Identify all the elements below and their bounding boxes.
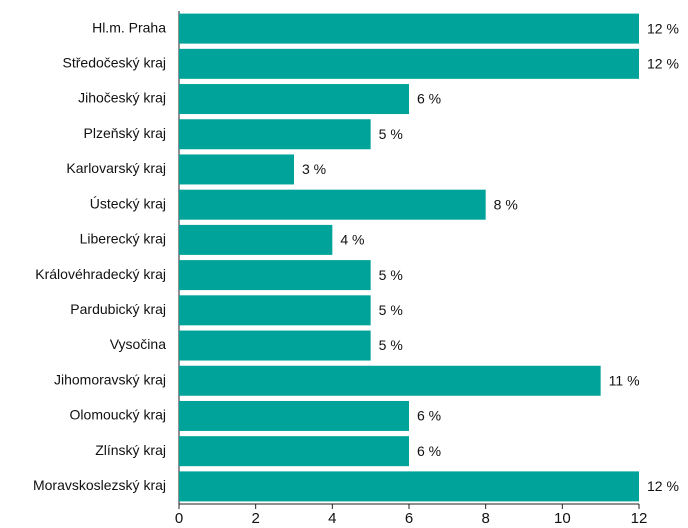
data-label: 4 % — [340, 232, 364, 248]
bar — [179, 471, 639, 502]
data-label: 12 % — [647, 56, 679, 72]
data-label: 6 % — [417, 443, 441, 459]
bar — [179, 436, 409, 467]
y-tick-label: Ústecký kraj — [90, 195, 166, 211]
y-tick-label: Zlínský kraj — [95, 442, 166, 458]
data-label: 12 % — [647, 478, 679, 494]
data-label: 5 % — [379, 267, 403, 283]
bar — [179, 295, 371, 326]
data-label: 8 % — [494, 196, 518, 212]
bar — [179, 48, 639, 79]
data-label: 5 % — [379, 126, 403, 142]
bar — [179, 84, 409, 115]
bar — [179, 189, 486, 220]
x-tick-label: 2 — [251, 510, 259, 527]
x-tick-label: 4 — [328, 510, 336, 527]
y-tick-label: Středočeský kraj — [63, 55, 166, 71]
x-tick-label: 0 — [175, 510, 183, 527]
data-label: 5 % — [379, 337, 403, 353]
data-label: 11 % — [609, 372, 640, 388]
y-tick-label: Karlovarský kraj — [66, 160, 166, 176]
x-tick-label: 10 — [554, 510, 571, 527]
bar — [179, 154, 294, 185]
bar — [179, 330, 371, 361]
bar — [179, 365, 601, 396]
y-tick-label: Liberecký kraj — [80, 231, 166, 247]
y-tick-label: Jihočeský kraj — [78, 90, 166, 106]
y-tick-label: Vysočina — [110, 336, 167, 352]
x-tick-label: 8 — [481, 510, 489, 527]
y-tick-label: Olomoucký kraj — [70, 407, 166, 423]
y-tick-label: Hl.m. Praha — [92, 19, 166, 35]
bar — [179, 400, 409, 431]
data-label: 12 % — [647, 20, 679, 36]
y-tick-label: Pardubický kraj — [70, 301, 166, 317]
y-tick-label: Plzeňský kraj — [84, 125, 166, 141]
y-tick-label: Královéhradecký kraj — [35, 266, 166, 282]
data-label: 6 % — [417, 91, 441, 107]
data-label: 5 % — [379, 302, 403, 318]
y-tick-label: Moravskoslezský kraj — [33, 477, 166, 493]
bar — [179, 224, 333, 255]
x-tick-label: 12 — [631, 510, 648, 527]
bar — [179, 119, 371, 150]
x-tick-label: 6 — [405, 510, 413, 527]
bar — [179, 260, 371, 291]
bar — [179, 13, 639, 44]
y-tick-label: Jihomoravský kraj — [54, 371, 166, 387]
data-label: 3 % — [302, 161, 326, 177]
data-label: 6 % — [417, 408, 441, 424]
